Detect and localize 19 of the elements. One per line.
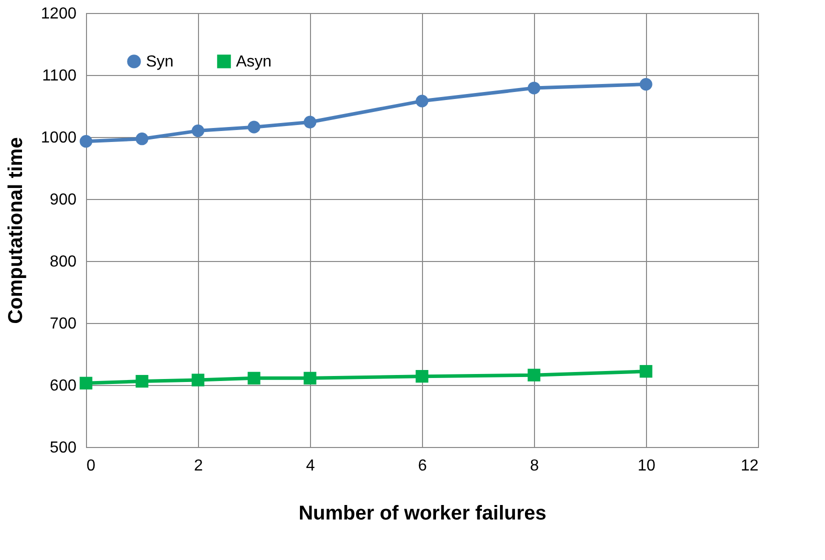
y-tick-label: 700 <box>50 316 77 332</box>
y-tick-label: 900 <box>50 192 77 208</box>
y-tick-label: 1100 <box>42 68 77 84</box>
y-tick-label: 500 <box>50 440 77 456</box>
legend-label: Syn <box>146 53 174 70</box>
x-axis-title: Number of worker failures <box>298 502 546 524</box>
x-tick-label: 10 <box>638 458 656 474</box>
y-tick-label: 1000 <box>40 130 77 146</box>
legend-label: Asyn <box>236 53 272 70</box>
y-tick-label: 600 <box>50 378 77 394</box>
y-axis-title: Computational time <box>4 137 27 324</box>
x-tick-label: 12 <box>740 458 759 474</box>
x-tick-label: 6 <box>418 458 428 474</box>
y-tick-label: 1200 <box>40 6 77 22</box>
y-tick-label: 800 <box>50 254 77 270</box>
x-tick-label: 4 <box>306 458 316 474</box>
x-tick-label: 8 <box>530 458 540 474</box>
x-tick-label: 0 <box>86 458 96 474</box>
x-tick-label: 2 <box>194 458 204 474</box>
